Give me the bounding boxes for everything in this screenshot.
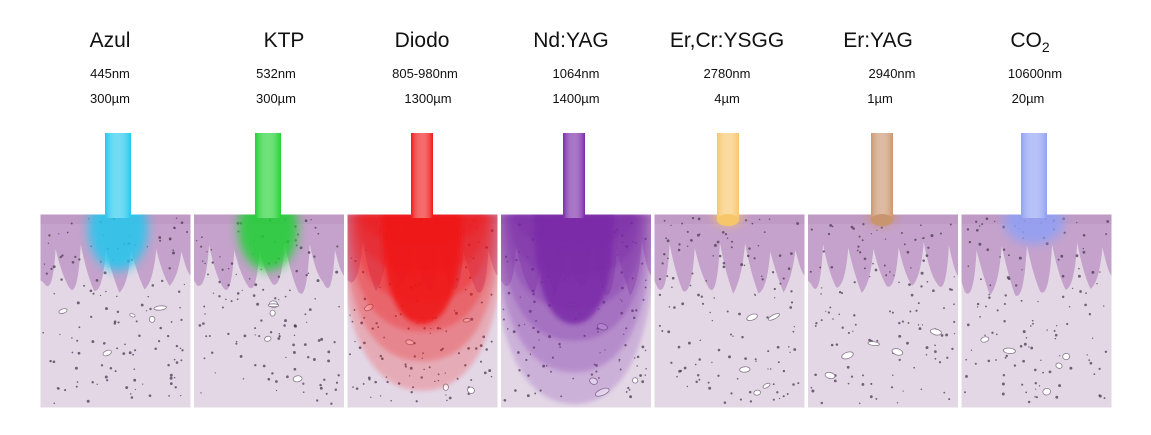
tissue-panel — [653, 213, 806, 409]
tissue-panel — [346, 213, 499, 409]
laser-name-diodo: Diodo — [394, 29, 450, 52]
tissue-panel — [500, 213, 652, 409]
laser-wavelength-diodo: 805-980nm — [392, 66, 458, 81]
co2-name-text: CO — [1010, 29, 1042, 52]
laser-depth-co2: 20µm — [1011, 91, 1045, 106]
penetration-zone — [238, 214, 298, 271]
laser-name-ktp: KTP — [263, 29, 305, 52]
penetration-zone — [347, 214, 498, 391]
laser-name-eryag: Er:YAG — [843, 29, 913, 52]
laser-name-ercrysgg: Er,Cr:YSGG — [669, 29, 785, 52]
laser-beam — [105, 133, 131, 218]
laser-name-azul: Azul — [89, 29, 131, 52]
laser-depth-ercrysgg: 4µm — [714, 91, 740, 106]
laser-wavelength-ndyag: 1064nm — [552, 66, 600, 81]
laser-wavelength-ktp: 532nm — [256, 66, 296, 81]
laser-wavelength-ercrysgg: 2780nm — [703, 66, 751, 81]
co2-subscript: 2 — [1041, 39, 1050, 55]
laser-beam — [255, 133, 281, 218]
laser-beam — [871, 133, 893, 226]
laser-beam — [1021, 133, 1047, 218]
laser-depth-ndyag: 1400µm — [552, 91, 600, 106]
laser-wavelength-co2: 10600nm — [1007, 66, 1063, 81]
laser-depth-diodo: 1300µm — [404, 91, 452, 106]
laser-name-co2: CO2 — [960, 30, 1100, 54]
laser-beam — [563, 133, 585, 218]
penetration-zone — [500, 214, 652, 404]
laser-name-ndyag: Nd:YAG — [533, 29, 609, 52]
laser-wavelength-azul: 445nm — [90, 66, 130, 81]
tissue-panel — [39, 213, 192, 409]
laser-depth-ktp: 300µm — [255, 91, 296, 106]
laser-depth-azul: 300µm — [89, 91, 130, 106]
tissue-panel — [807, 213, 959, 409]
laser-wavelength-eryag: 2940nm — [868, 66, 916, 81]
penetration-zone — [88, 214, 148, 271]
laser-depth-eryag: 1µm — [867, 91, 893, 106]
penetration-zone — [1004, 214, 1064, 245]
tissue-panel — [960, 213, 1113, 409]
laser-beam — [411, 133, 433, 218]
laser-beam — [717, 133, 739, 226]
tissue-panel — [193, 213, 345, 409]
